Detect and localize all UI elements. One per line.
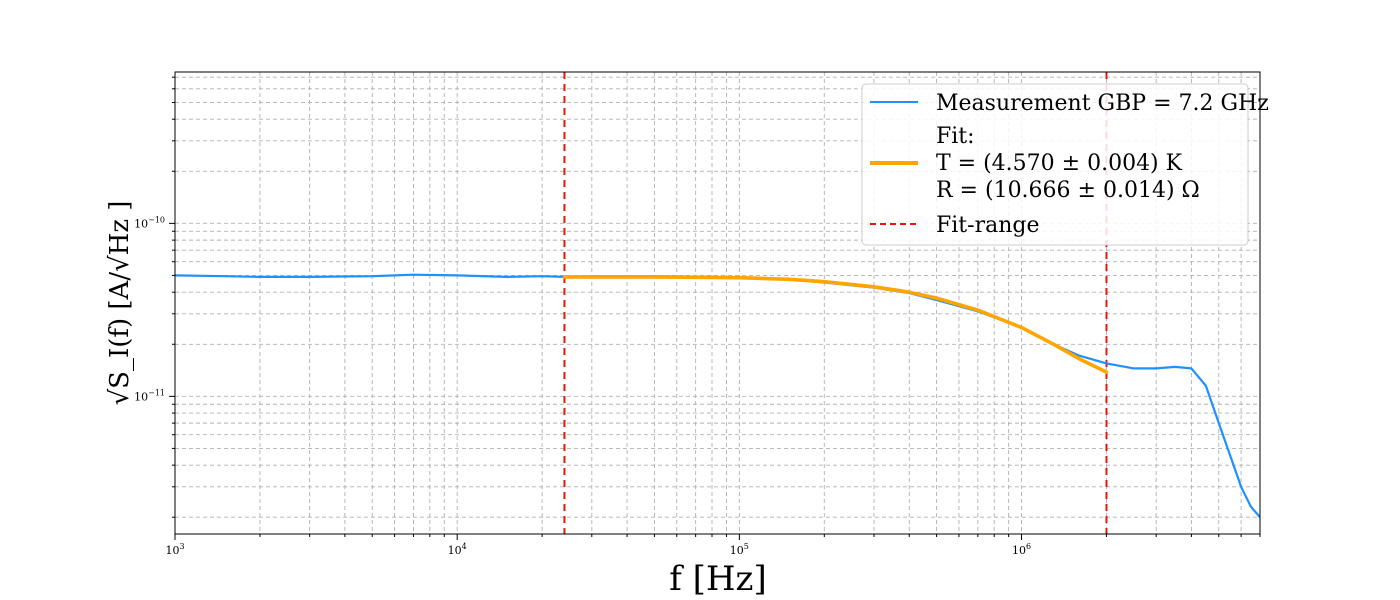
legend-fit-temperature: T = (4.570 ± 0.004) K bbox=[936, 151, 1183, 176]
legend-box bbox=[861, 83, 1249, 246]
x-tick-label: 106 bbox=[1012, 542, 1031, 557]
data-series bbox=[175, 273, 1260, 519]
legend-measurement-label: Measurement GBP = 7.2 GHz bbox=[936, 91, 1269, 116]
y-tick-label: 10−11 bbox=[134, 388, 165, 403]
y-tick-label: 10−10 bbox=[134, 215, 165, 230]
grid-lines bbox=[174, 72, 1261, 534]
plot-frame bbox=[174, 71, 1261, 535]
legend-fit-range-label: Fit-range bbox=[936, 213, 1039, 238]
y-axis-title: √S_I(f) [A/√Hz ] bbox=[105, 201, 135, 406]
x-tick-label: 105 bbox=[730, 542, 749, 557]
legend-fit-resistance: R = (10.666 ± 0.014) Ω bbox=[936, 178, 1200, 203]
x-axis-ticks: 103 104 105 106 bbox=[165, 534, 1261, 557]
x-axis-title: f [Hz] bbox=[669, 559, 766, 599]
legend: Measurement GBP = 7.2 GHz Fit: T = (4.57… bbox=[861, 83, 1269, 246]
x-tick-label: 103 bbox=[165, 542, 184, 557]
y-axis-ticks: 10−10 10−11 bbox=[134, 76, 175, 518]
x-tick-label: 104 bbox=[448, 542, 467, 557]
legend-fit-label: Fit: bbox=[936, 124, 975, 149]
fit-line bbox=[562, 275, 1109, 374]
